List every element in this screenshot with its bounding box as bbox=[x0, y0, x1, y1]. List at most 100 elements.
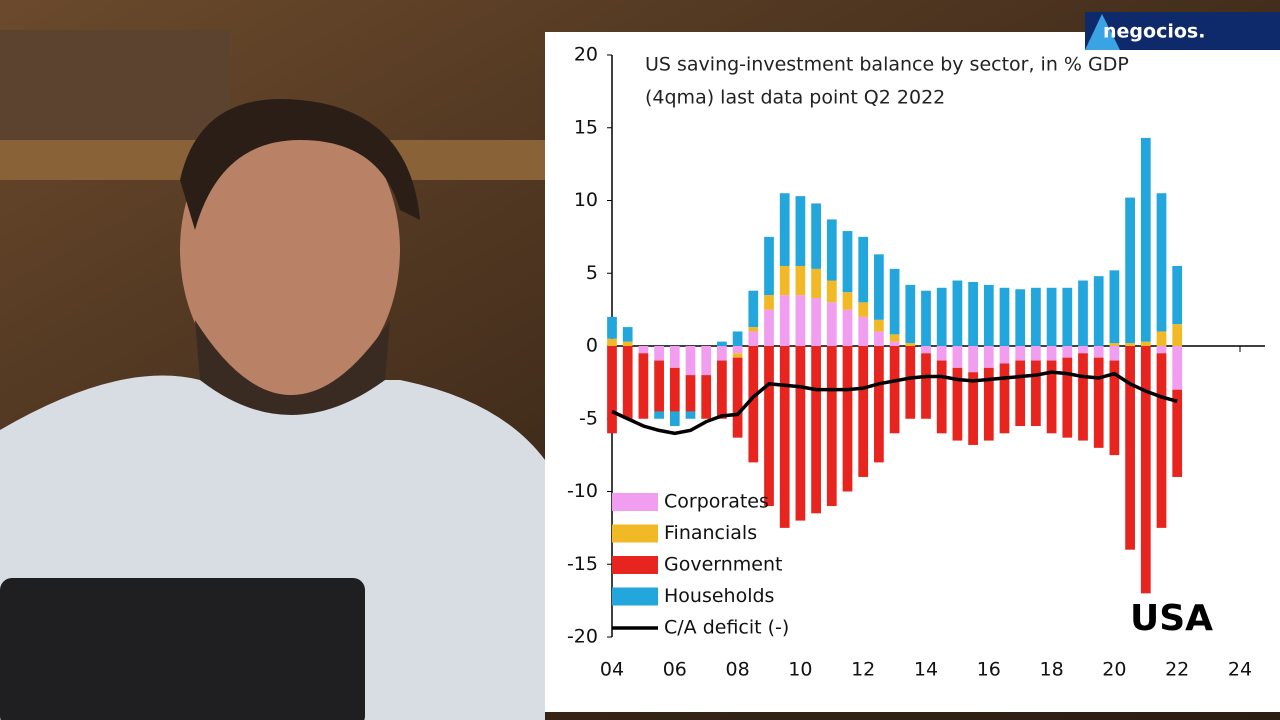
bar-segment bbox=[717, 341, 727, 346]
bar-segment bbox=[983, 346, 994, 368]
bar-segment bbox=[622, 327, 633, 342]
bar-segment bbox=[858, 316, 869, 346]
bar-segment bbox=[874, 319, 884, 332]
bar-segment bbox=[795, 196, 806, 266]
bar-segment bbox=[1062, 287, 1073, 346]
bar-segment bbox=[1125, 197, 1135, 344]
bar-segment bbox=[952, 280, 963, 346]
bar-segment bbox=[1031, 346, 1041, 361]
bar-segment bbox=[1093, 346, 1104, 358]
bar-segment bbox=[607, 346, 617, 434]
bar-segment bbox=[654, 360, 664, 412]
bar-segment bbox=[764, 295, 774, 310]
bar-segment bbox=[999, 363, 1010, 434]
x-tick-label: 20 bbox=[1102, 659, 1126, 681]
bar-segment bbox=[795, 295, 806, 346]
bar-segment bbox=[685, 375, 696, 412]
y-tick-label: -10 bbox=[567, 480, 598, 502]
bar-segment bbox=[622, 341, 633, 346]
bar-segment bbox=[1046, 360, 1057, 434]
legend-swatch bbox=[612, 524, 658, 543]
bar-segment bbox=[999, 287, 1010, 346]
bar-segment bbox=[811, 346, 821, 514]
bar-segment bbox=[1046, 287, 1057, 346]
bar-segment bbox=[748, 331, 759, 346]
bar-segment bbox=[874, 331, 884, 346]
bar-segment bbox=[858, 302, 869, 317]
bar-segment bbox=[842, 346, 853, 492]
bar-segment bbox=[1140, 346, 1151, 594]
bar-segment bbox=[983, 367, 994, 441]
bar-segment bbox=[622, 346, 633, 419]
bar-segment bbox=[826, 302, 837, 346]
bar-segment bbox=[952, 367, 963, 441]
x-tick-label: 12 bbox=[851, 659, 875, 681]
bar-segment bbox=[1109, 360, 1120, 456]
bar-segment bbox=[905, 284, 916, 344]
bar-segment bbox=[889, 346, 900, 434]
bar-segment bbox=[1031, 360, 1041, 427]
person-head bbox=[180, 105, 400, 395]
bar-segment bbox=[1109, 343, 1120, 346]
bar-segment bbox=[826, 346, 837, 507]
bar-segment bbox=[685, 346, 696, 376]
bar-segment bbox=[779, 346, 790, 528]
bar-segment bbox=[732, 346, 743, 354]
bar-segment bbox=[732, 331, 743, 346]
bar-segment bbox=[638, 353, 649, 419]
bar-segment bbox=[874, 346, 884, 463]
bar-segment bbox=[811, 297, 821, 346]
bar-segment bbox=[968, 346, 978, 373]
logo-mark bbox=[1085, 14, 1120, 50]
legend-swatch bbox=[612, 556, 658, 574]
x-tick-label: 06 bbox=[663, 659, 687, 681]
bar-segment bbox=[1078, 346, 1088, 354]
bar-segment bbox=[983, 284, 994, 346]
bar-segment bbox=[1172, 389, 1183, 477]
bar-segment bbox=[921, 290, 931, 346]
legend-label: Corporates bbox=[664, 491, 769, 513]
x-tick-label: 16 bbox=[977, 659, 1001, 681]
bar-segment bbox=[732, 353, 743, 358]
bar-segment bbox=[779, 193, 790, 266]
bar-segment bbox=[795, 265, 806, 296]
bar-segment bbox=[764, 309, 774, 346]
bar-segment bbox=[842, 292, 853, 310]
bar-segment bbox=[1015, 346, 1026, 361]
bar-segment bbox=[1109, 346, 1120, 361]
line-series bbox=[611, 370, 1178, 436]
bar-segment bbox=[795, 346, 806, 521]
bar-segment bbox=[968, 372, 978, 445]
x-tick-label: 04 bbox=[600, 659, 624, 681]
y-tick-label: -15 bbox=[567, 553, 598, 575]
bar-segment bbox=[921, 353, 931, 419]
bar-segment bbox=[936, 360, 947, 434]
person-beard bbox=[195, 320, 390, 415]
y-tick-label: -20 bbox=[567, 626, 598, 648]
bar-segment bbox=[701, 375, 712, 419]
books bbox=[0, 30, 230, 140]
bar-segment bbox=[811, 203, 821, 269]
bar-segment bbox=[1078, 280, 1088, 346]
bar-segment bbox=[607, 316, 617, 339]
tablet bbox=[0, 578, 365, 720]
legend-label: C/A deficit (-) bbox=[664, 617, 789, 639]
legend-swatch bbox=[612, 493, 658, 511]
bar-segment bbox=[1172, 265, 1183, 325]
bar-segment bbox=[764, 236, 774, 296]
bar-segment bbox=[748, 290, 759, 328]
bar-segment bbox=[1078, 353, 1088, 441]
bar-segment bbox=[826, 219, 837, 281]
bar-segment bbox=[826, 280, 837, 303]
bar-segment bbox=[1156, 331, 1167, 346]
bar-segment bbox=[952, 346, 963, 368]
bar-segment bbox=[779, 295, 790, 346]
bar-segment bbox=[764, 346, 774, 507]
bar-segment bbox=[842, 309, 853, 346]
bar-segment bbox=[701, 346, 712, 376]
bar-segment bbox=[717, 346, 727, 361]
bar-segment bbox=[1140, 341, 1151, 346]
x-tick-label: 18 bbox=[1040, 659, 1064, 681]
x-tick-label: 24 bbox=[1228, 659, 1252, 681]
